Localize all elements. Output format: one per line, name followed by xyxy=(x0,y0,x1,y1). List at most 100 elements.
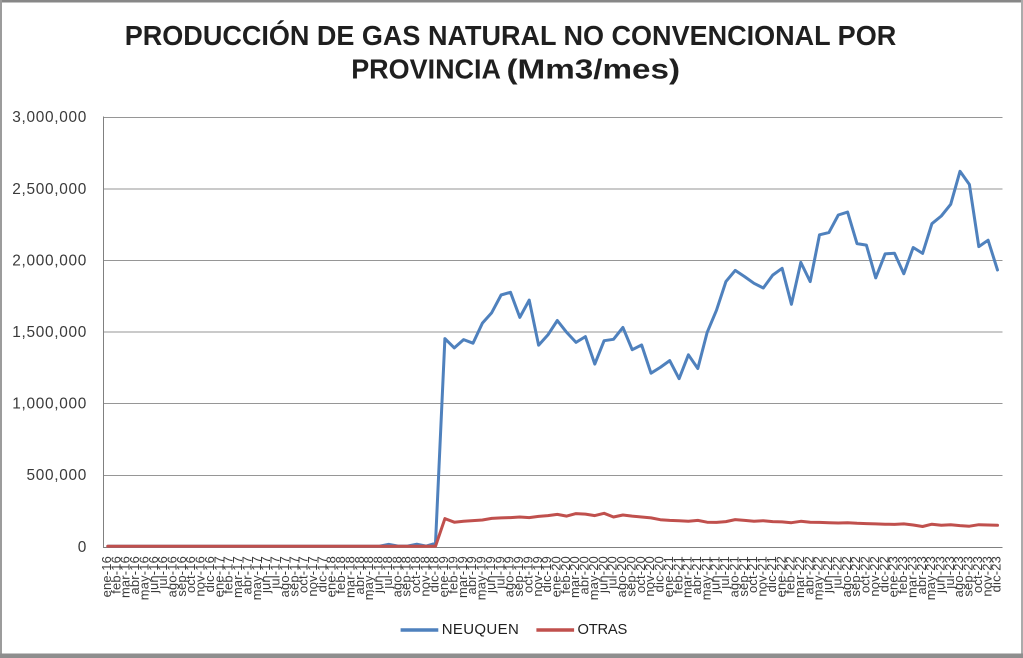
svg-text:nov-16: nov-16 xyxy=(193,556,208,597)
svg-text:sep-23: sep-23 xyxy=(961,556,976,597)
svg-text:dic-17: dic-17 xyxy=(314,556,329,592)
svg-text:dic-21: dic-21 xyxy=(764,556,779,592)
svg-text:jun-18: jun-18 xyxy=(371,556,386,594)
svg-text:OTRAS: OTRAS xyxy=(578,622,628,638)
svg-text:oct-23: oct-23 xyxy=(970,556,985,593)
svg-text:dic-22: dic-22 xyxy=(876,556,891,592)
svg-text:jul-18: jul-18 xyxy=(380,556,395,590)
svg-text:jun-19: jun-19 xyxy=(483,556,498,594)
svg-text:dic-23: dic-23 xyxy=(989,556,1004,592)
svg-text:mar-16: mar-16 xyxy=(118,556,133,598)
svg-text:abr-21: abr-21 xyxy=(689,556,704,594)
svg-text:ago-21: ago-21 xyxy=(726,556,741,597)
svg-text:dic-20: dic-20 xyxy=(652,556,667,592)
svg-text:jun-22: jun-22 xyxy=(820,556,835,594)
svg-text:ago-17: ago-17 xyxy=(277,556,292,597)
svg-text:PROVINCIA: PROVINCIA xyxy=(351,53,501,84)
svg-text:ago-20: ago-20 xyxy=(614,556,629,597)
svg-text:feb-22: feb-22 xyxy=(783,556,798,594)
svg-text:mar-23: mar-23 xyxy=(904,556,919,598)
svg-text:jun-16: jun-16 xyxy=(146,556,161,594)
svg-text:abr-19: abr-19 xyxy=(464,556,479,594)
svg-text:sep-16: sep-16 xyxy=(174,556,189,597)
svg-text:ago-16: ago-16 xyxy=(165,556,180,597)
svg-text:jun-20: jun-20 xyxy=(595,556,610,594)
svg-text:may-19: may-19 xyxy=(474,556,489,600)
svg-text:mar-18: mar-18 xyxy=(343,556,358,598)
svg-text:1,000,000: 1,000,000 xyxy=(12,396,87,413)
svg-text:mar-21: mar-21 xyxy=(680,556,695,598)
svg-text:abr-17: abr-17 xyxy=(239,556,254,594)
svg-text:jul-21: jul-21 xyxy=(717,556,732,590)
svg-text:may-17: may-17 xyxy=(249,556,264,600)
svg-text:may-20: may-20 xyxy=(586,556,601,600)
svg-text:oct-19: oct-19 xyxy=(520,556,535,593)
svg-text:oct-21: oct-21 xyxy=(745,556,760,593)
svg-text:abr-23: abr-23 xyxy=(914,556,929,594)
svg-text:ene-16: ene-16 xyxy=(99,556,114,597)
svg-text:PRODUCCIÓN DE GAS NATURAL NO C: PRODUCCIÓN DE GAS NATURAL NO CONVENCIONA… xyxy=(125,19,897,50)
svg-text:oct-16: oct-16 xyxy=(183,556,198,593)
svg-text:ene-23: ene-23 xyxy=(886,556,901,597)
svg-text:sep-22: sep-22 xyxy=(848,556,863,597)
svg-text:jul-17: jul-17 xyxy=(268,556,283,590)
svg-text:oct-20: oct-20 xyxy=(633,556,648,593)
svg-text:ene-22: ene-22 xyxy=(773,556,788,597)
svg-text:mar-17: mar-17 xyxy=(230,556,245,598)
svg-text:dic-16: dic-16 xyxy=(202,556,217,592)
svg-text:abr-22: abr-22 xyxy=(801,556,816,594)
svg-text:jul-16: jul-16 xyxy=(155,556,170,590)
svg-text:ago-18: ago-18 xyxy=(389,556,404,597)
svg-text:may-22: may-22 xyxy=(811,556,826,600)
svg-text:2,500,000: 2,500,000 xyxy=(12,181,87,198)
svg-text:ene-21: ene-21 xyxy=(661,556,676,597)
svg-text:oct-17: oct-17 xyxy=(296,556,311,593)
svg-text:feb-21: feb-21 xyxy=(670,556,685,594)
svg-text:dic-19: dic-19 xyxy=(539,556,554,592)
svg-text:may-21: may-21 xyxy=(698,556,713,600)
svg-text:(Mm3/mes): (Mm3/mes) xyxy=(507,54,681,85)
svg-text:ene-20: ene-20 xyxy=(549,556,564,597)
svg-text:may-23: may-23 xyxy=(923,556,938,600)
svg-text:oct-22: oct-22 xyxy=(858,556,873,593)
svg-text:NEUQUEN: NEUQUEN xyxy=(442,621,519,638)
svg-text:jul-19: jul-19 xyxy=(492,556,507,590)
svg-text:mar-22: mar-22 xyxy=(792,556,807,598)
svg-text:feb-16: feb-16 xyxy=(108,556,123,594)
svg-text:jun-17: jun-17 xyxy=(258,556,273,594)
svg-text:oct-18: oct-18 xyxy=(408,556,423,593)
svg-text:ene-18: ene-18 xyxy=(324,556,339,597)
svg-text:may-18: may-18 xyxy=(361,556,376,600)
svg-text:nov-18: nov-18 xyxy=(417,556,432,597)
svg-text:nov-21: nov-21 xyxy=(755,556,770,597)
svg-text:500,000: 500,000 xyxy=(26,467,87,484)
svg-text:2,000,000: 2,000,000 xyxy=(12,252,87,269)
svg-text:sep-18: sep-18 xyxy=(399,556,414,597)
svg-text:nov-19: nov-19 xyxy=(530,556,545,597)
svg-text:nov-23: nov-23 xyxy=(979,556,994,597)
svg-text:feb-23: feb-23 xyxy=(895,556,910,594)
svg-text:3,000,000: 3,000,000 xyxy=(12,109,87,126)
svg-text:ene-17: ene-17 xyxy=(211,556,226,597)
svg-text:feb-18: feb-18 xyxy=(333,556,348,594)
svg-text:ene-19: ene-19 xyxy=(436,556,451,597)
svg-text:jul-23: jul-23 xyxy=(942,556,957,590)
svg-text:sep-20: sep-20 xyxy=(623,556,638,597)
svg-text:feb-17: feb-17 xyxy=(221,556,236,594)
svg-text:1,500,000: 1,500,000 xyxy=(12,324,87,341)
svg-text:jul-20: jul-20 xyxy=(605,556,620,590)
svg-text:feb-19: feb-19 xyxy=(446,556,461,594)
svg-text:ago-23: ago-23 xyxy=(951,556,966,597)
svg-text:jul-22: jul-22 xyxy=(830,556,845,590)
svg-text:sep-17: sep-17 xyxy=(286,556,301,597)
svg-text:may-16: may-16 xyxy=(136,556,151,600)
svg-text:abr-18: abr-18 xyxy=(352,556,367,594)
svg-text:jun-23: jun-23 xyxy=(933,556,948,594)
svg-text:ago-22: ago-22 xyxy=(839,556,854,597)
svg-text:feb-20: feb-20 xyxy=(558,556,573,594)
svg-text:ago-19: ago-19 xyxy=(502,556,517,597)
svg-text:abr-16: abr-16 xyxy=(127,556,142,594)
svg-text:sep-19: sep-19 xyxy=(511,556,526,597)
svg-text:sep-21: sep-21 xyxy=(736,556,751,597)
svg-text:mar-19: mar-19 xyxy=(455,556,470,598)
